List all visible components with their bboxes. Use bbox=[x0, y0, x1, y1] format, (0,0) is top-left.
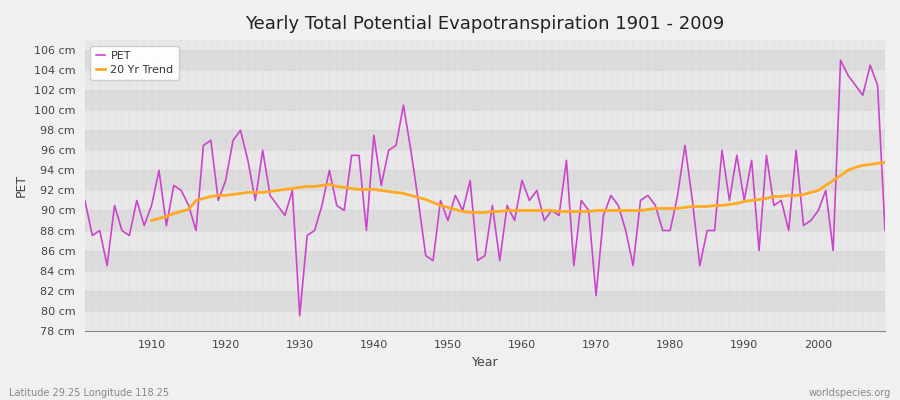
Bar bbox=[85, 311, 885, 331]
Text: worldspecies.org: worldspecies.org bbox=[809, 388, 891, 398]
PET bbox=[79, 198, 90, 203]
Bar bbox=[85, 291, 885, 311]
Y-axis label: PET: PET bbox=[15, 174, 28, 197]
20 Yr Trend bbox=[879, 160, 890, 165]
Line: 20 Yr Trend: 20 Yr Trend bbox=[151, 162, 885, 220]
Bar bbox=[85, 50, 885, 70]
Line: PET: PET bbox=[85, 60, 885, 316]
Bar bbox=[85, 70, 885, 90]
20 Yr Trend bbox=[524, 208, 535, 213]
Bar bbox=[85, 150, 885, 170]
PET bbox=[524, 198, 535, 203]
PET bbox=[139, 223, 149, 228]
Bar bbox=[85, 190, 885, 210]
PET bbox=[294, 313, 305, 318]
PET bbox=[354, 153, 364, 158]
Bar bbox=[85, 250, 885, 270]
Legend: PET, 20 Yr Trend: PET, 20 Yr Trend bbox=[91, 46, 179, 80]
20 Yr Trend bbox=[820, 183, 831, 188]
PET bbox=[879, 228, 890, 233]
Title: Yearly Total Potential Evapotranspiration 1901 - 2009: Yearly Total Potential Evapotranspiratio… bbox=[246, 15, 724, 33]
PET bbox=[613, 203, 624, 208]
X-axis label: Year: Year bbox=[472, 356, 499, 369]
Bar bbox=[85, 170, 885, 190]
Text: Latitude 29.25 Longitude 118.25: Latitude 29.25 Longitude 118.25 bbox=[9, 388, 169, 398]
Bar bbox=[85, 110, 885, 130]
20 Yr Trend bbox=[842, 168, 853, 173]
20 Yr Trend bbox=[287, 186, 298, 191]
Bar bbox=[85, 90, 885, 110]
Bar bbox=[85, 230, 885, 250]
Bar bbox=[85, 130, 885, 150]
20 Yr Trend bbox=[317, 183, 328, 188]
PET bbox=[835, 58, 846, 62]
PET bbox=[310, 228, 320, 233]
20 Yr Trend bbox=[583, 209, 594, 214]
20 Yr Trend bbox=[146, 218, 157, 223]
Bar bbox=[85, 210, 885, 230]
PET bbox=[517, 178, 527, 183]
Bar bbox=[85, 270, 885, 291]
